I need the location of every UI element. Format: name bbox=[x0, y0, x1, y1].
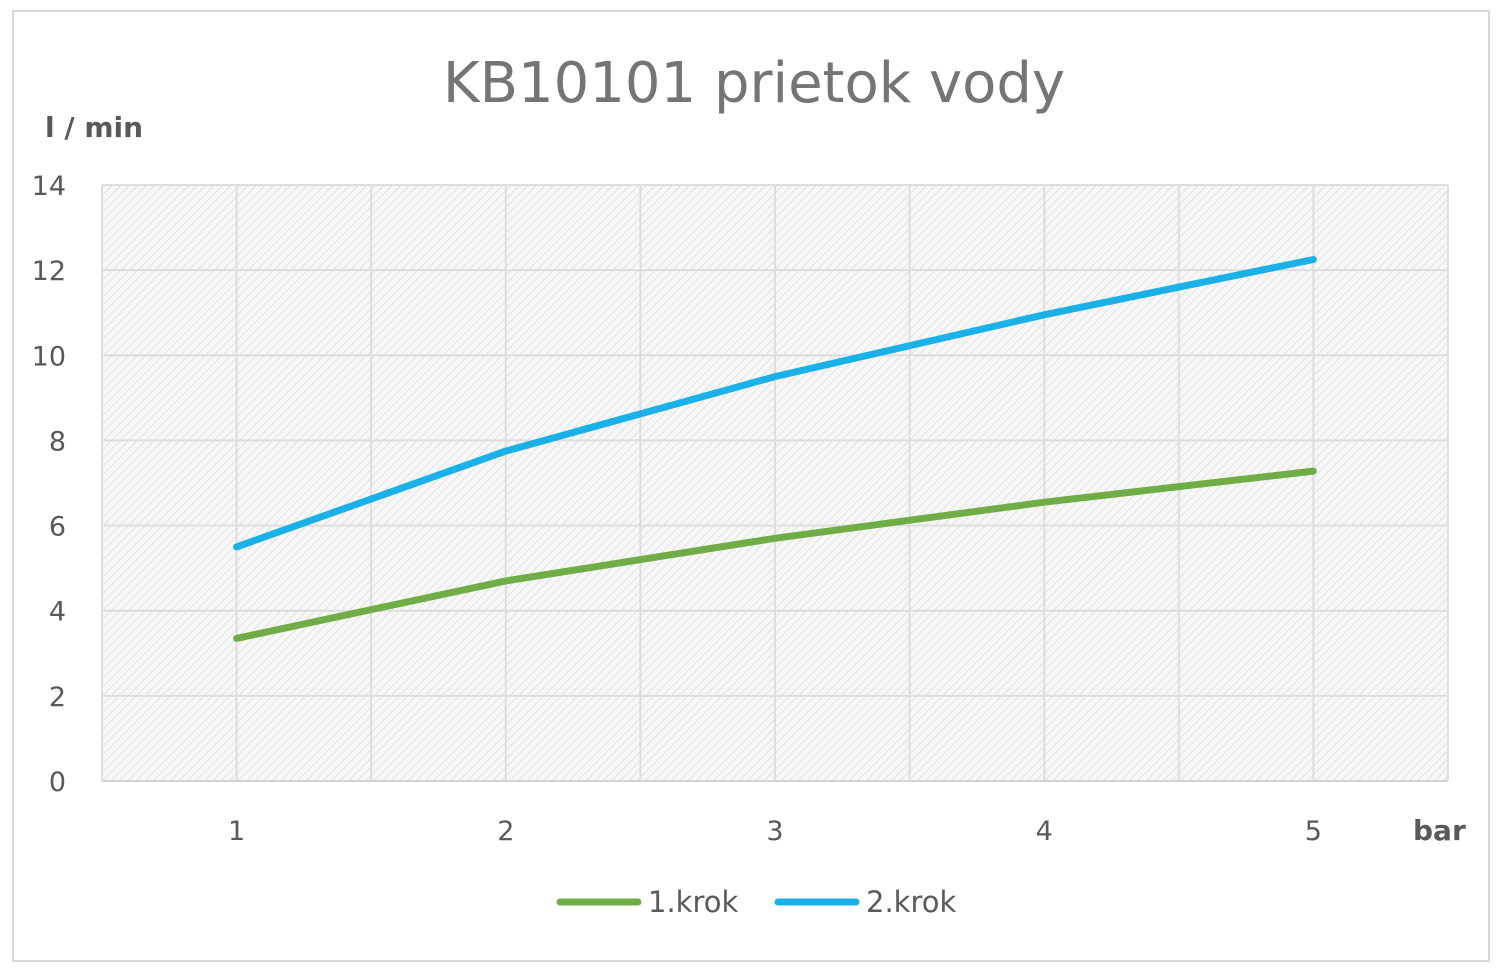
x-tick-label: 2 bbox=[497, 816, 514, 847]
x-axis-ticks: 1 2 3 4 5 bbox=[228, 816, 1322, 847]
x-tick-label: 5 bbox=[1305, 816, 1322, 847]
series-line-1 bbox=[233, 467, 1317, 642]
x-tick-label: 4 bbox=[1036, 816, 1053, 847]
series-line-2 bbox=[233, 256, 1317, 551]
y-tick-label: 2 bbox=[49, 682, 66, 713]
y-tick-label: 0 bbox=[49, 767, 66, 798]
chart-title: KB10101 prietok vody bbox=[443, 51, 1065, 116]
y-tick-label: 12 bbox=[32, 256, 66, 287]
y-axis-unit-label: l / min bbox=[45, 111, 143, 144]
x-tick-label: 1 bbox=[228, 816, 245, 847]
y-axis-ticks: 0 2 4 6 8 10 12 14 bbox=[32, 171, 66, 798]
legend: 1.krok 2.krok bbox=[556, 885, 956, 919]
x-tick-label: 3 bbox=[766, 816, 783, 847]
gridlines bbox=[101, 184, 1449, 782]
y-tick-label: 14 bbox=[32, 171, 66, 202]
x-axis-unit-label: bar bbox=[1413, 814, 1466, 847]
y-tick-label: 10 bbox=[32, 341, 66, 372]
legend-label-2: 2.krok bbox=[866, 885, 956, 919]
y-tick-label: 8 bbox=[49, 426, 66, 457]
y-tick-label: 4 bbox=[49, 597, 66, 628]
series-lines bbox=[233, 256, 1317, 642]
y-tick-label: 6 bbox=[49, 512, 66, 543]
legend-label-1: 1.krok bbox=[648, 885, 738, 919]
